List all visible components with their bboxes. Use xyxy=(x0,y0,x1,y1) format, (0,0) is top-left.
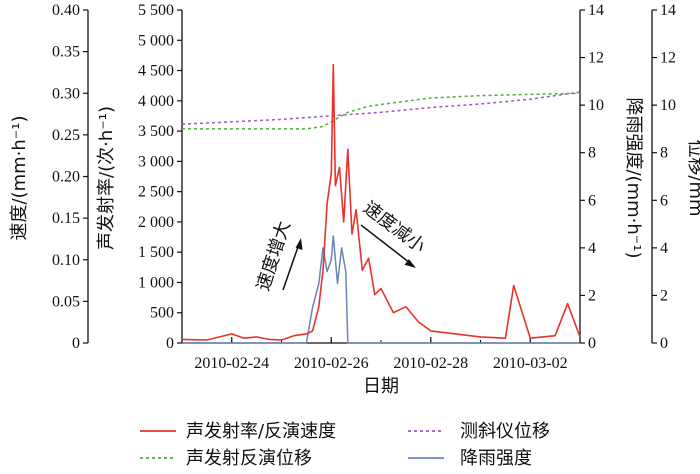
displacement-tick-label: 14 xyxy=(660,2,676,19)
annotation-speed-increase: 速度增大 xyxy=(253,219,295,294)
x-tick-label: 2010-02-26 xyxy=(294,355,369,372)
ae_rate-tick-label: 500 xyxy=(150,305,174,322)
displacement-tick-label: 8 xyxy=(660,145,668,162)
displacement-axis-label: 位移/mm xyxy=(685,139,700,216)
x-tick-label: 2010-02-24 xyxy=(194,355,269,372)
ae_rate-tick-label: 3 500 xyxy=(138,123,174,140)
displacement-tick-label: 0 xyxy=(660,335,668,352)
speed-tick-label: 0.25 xyxy=(52,127,80,144)
annotation-speed-decrease: 速度减小 xyxy=(359,197,429,257)
x-tick-label: 2010-02-28 xyxy=(393,355,468,372)
ae_rate-tick-label: 2 000 xyxy=(138,214,174,231)
arrowhead-speed-increase xyxy=(295,238,303,250)
ae_rate-tick-label: 1 000 xyxy=(138,274,174,291)
ae_rate-tick-label: 5 000 xyxy=(138,32,174,49)
speed-tick-label: 0.30 xyxy=(52,85,80,102)
displacement-tick-label: 10 xyxy=(660,97,676,114)
speed-tick-label: 0.05 xyxy=(52,293,80,310)
tick-group: 0 0.05 0.10 0.15 0.20 0.25 0.30 0.35 0.40 0 500 1 0… xyxy=(52,2,676,372)
rain-tick-label: 2 xyxy=(588,287,596,304)
ae_rate-tick-label: 4 500 xyxy=(138,63,174,80)
ae_rate-tick-label: 1 500 xyxy=(138,244,174,261)
ae_rate-tick-label: 5 500 xyxy=(138,2,174,19)
rain-tick-label: 10 xyxy=(588,97,604,114)
ae_rate-tick-label: 0 xyxy=(166,335,174,352)
rain-tick-label: 0 xyxy=(588,335,596,352)
arrow-speed-decrease xyxy=(360,224,411,264)
ae-rate-axis-label: 声发射率/(次·h⁻¹) xyxy=(96,106,117,250)
series-inclinometer-line xyxy=(181,91,581,125)
series-ae-rate-line xyxy=(181,63,581,341)
rain-axis-label: 降雨强度/(mm·h⁻¹) xyxy=(623,97,644,258)
series-inversion-displacement-line xyxy=(182,92,581,130)
x-axis-label: 日期 xyxy=(363,376,399,397)
rain-tick-label: 12 xyxy=(588,50,604,67)
legend-label-inversion-displacement: 声发射反演位移 xyxy=(186,448,312,469)
displacement-tick-label: 12 xyxy=(660,50,676,67)
arrow-speed-increase xyxy=(282,243,300,291)
displacement-tick-label: 2 xyxy=(660,287,668,304)
rain-tick-label: 14 xyxy=(588,2,604,19)
speed-axis-label: 速度/(mm·h⁻¹) xyxy=(9,115,30,240)
rain-tick-label: 8 xyxy=(588,145,596,162)
speed-tick-label: 0.40 xyxy=(52,2,80,19)
rain-tick-label: 6 xyxy=(588,192,596,209)
speed-tick-label: 0.15 xyxy=(52,210,80,227)
ae_rate-tick-label: 2 500 xyxy=(138,184,174,201)
legend: 声发射率/反演速度 测斜仪位移 声发射反演位移 降雨强度 xyxy=(140,421,550,469)
speed-tick-label: 0.20 xyxy=(52,169,80,186)
series-rain-line xyxy=(182,235,580,344)
speed-tick-label: 0.35 xyxy=(52,44,80,61)
displacement-tick-label: 4 xyxy=(660,240,668,257)
series-group xyxy=(181,63,581,344)
arrowhead-speed-decrease xyxy=(404,259,416,268)
legend-label-ae-rate: 声发射率/反演速度 xyxy=(186,421,336,442)
rain-tick-label: 4 xyxy=(588,240,596,257)
ae_rate-tick-label: 4 000 xyxy=(138,93,174,110)
speed-tick-label: 0.10 xyxy=(52,252,80,269)
legend-label-rain: 降雨强度 xyxy=(460,448,532,469)
legend-label-inclinometer: 测斜仪位移 xyxy=(460,421,550,442)
x-tick-label: 2010-03-02 xyxy=(493,355,568,372)
displacement-tick-label: 6 xyxy=(660,192,668,209)
ae_rate-tick-label: 3 000 xyxy=(138,153,174,170)
speed-tick-label: 0 xyxy=(72,335,80,352)
